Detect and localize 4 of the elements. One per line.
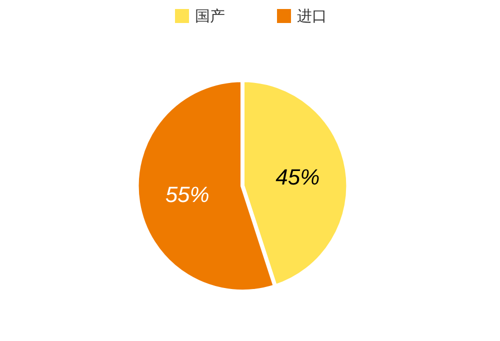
data-label: 55% <box>165 182 210 208</box>
legend-label: 进口 <box>297 7 327 25</box>
data-label: 45% <box>276 164 320 190</box>
legend-label: 国产 <box>195 7 225 25</box>
